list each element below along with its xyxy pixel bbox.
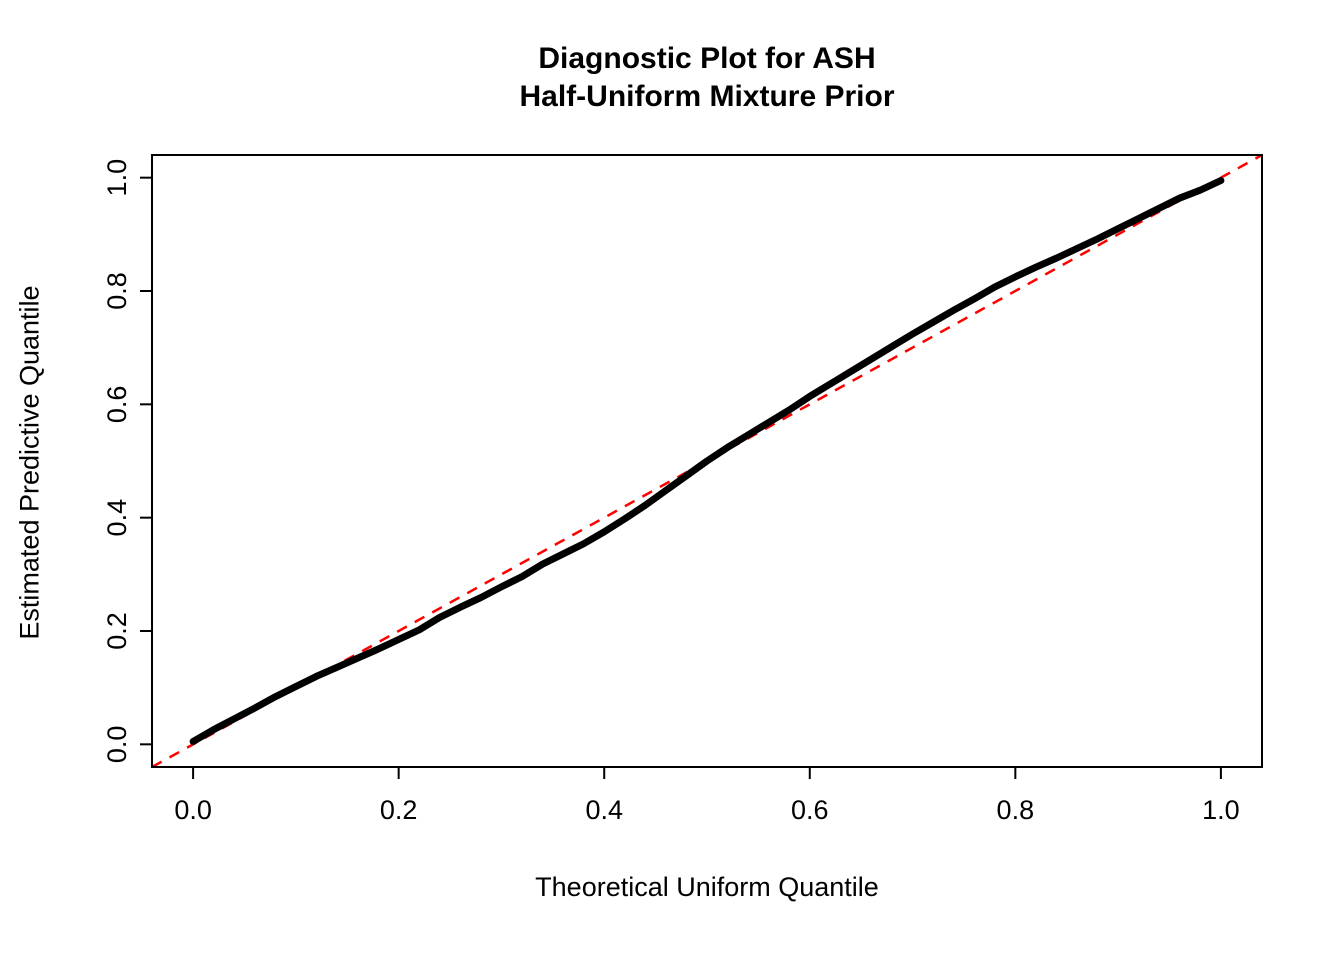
y-axis-tick-label: 0.6 xyxy=(102,386,132,424)
x-axis-tick-label: 0.2 xyxy=(380,795,418,825)
y-axis-tick-label: 0.2 xyxy=(102,612,132,650)
y-axis-tick-label: 0.8 xyxy=(102,272,132,310)
x-axis-tick-label: 0.0 xyxy=(174,795,212,825)
chart-title: Diagnostic Plot for ASH Half-Uniform Mix… xyxy=(152,40,1262,116)
y-axis-tick-label: 0.4 xyxy=(102,499,132,537)
y-axis-label: Estimated Predictive Quantile xyxy=(14,285,45,640)
chart-title-line1: Diagnostic Plot for ASH xyxy=(538,42,876,75)
x-axis-tick-label: 0.8 xyxy=(997,795,1035,825)
x-axis-label: Theoretical Uniform Quantile xyxy=(535,872,879,902)
y-axis-tick-label: 1.0 xyxy=(102,159,132,197)
x-axis-tick-label: 0.6 xyxy=(791,795,829,825)
plot-frame xyxy=(151,154,1263,768)
x-axis-tick-label: 1.0 xyxy=(1202,795,1240,825)
chart-title-line2: Half-Uniform Mixture Prior xyxy=(519,80,895,113)
x-axis-tick-label: 0.4 xyxy=(585,795,623,825)
y-axis-tick-label: 0.0 xyxy=(102,726,132,764)
quantile-curve xyxy=(189,177,1225,745)
